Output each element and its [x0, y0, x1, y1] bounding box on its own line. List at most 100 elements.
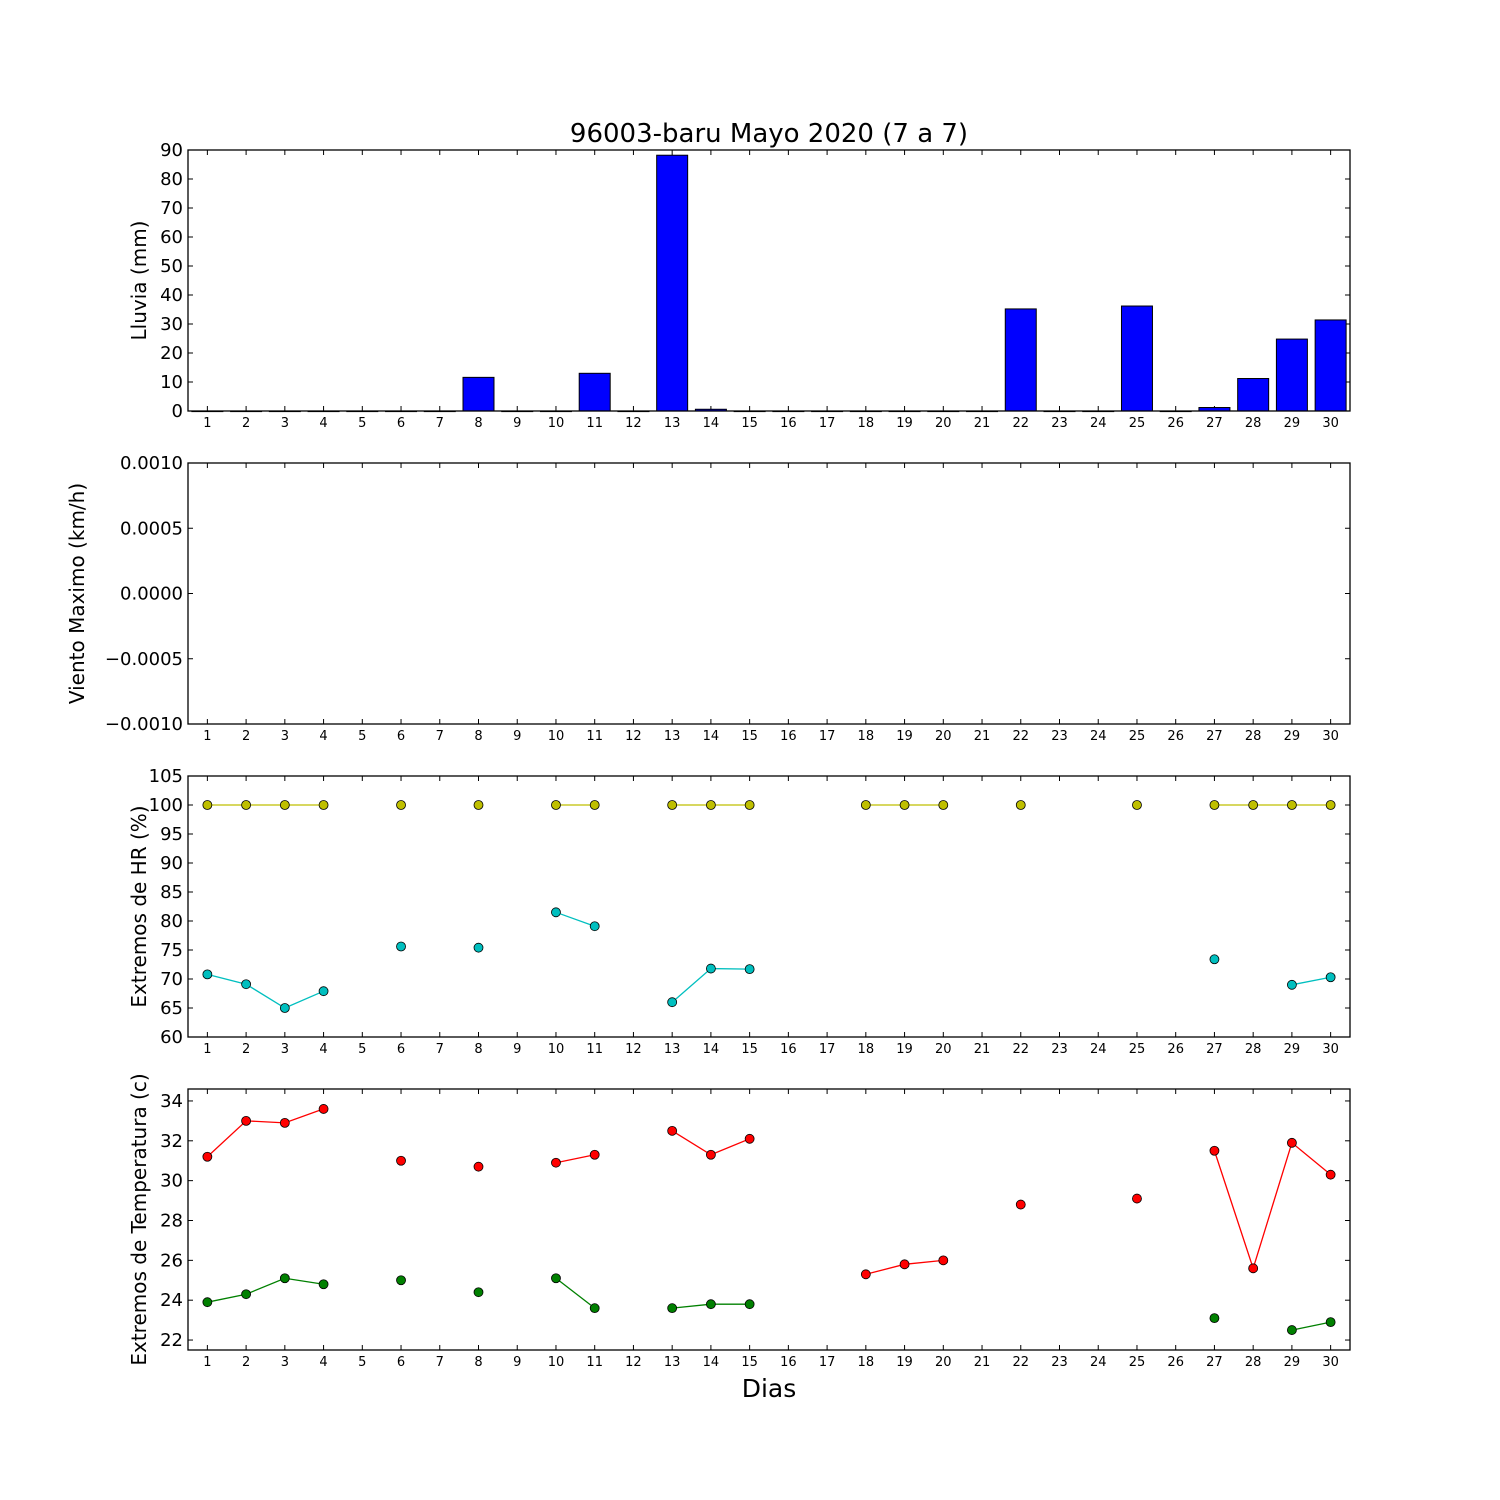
x-tick-label: 20 — [935, 1042, 952, 1057]
y-tick-label: 85 — [160, 882, 183, 903]
series-1-point-day-25 — [1132, 800, 1142, 810]
series-1-point-day-11 — [589, 1149, 600, 1160]
x-tick-label: 11 — [586, 1042, 603, 1057]
series-1-point-day-19 — [899, 800, 910, 810]
series-line-1 — [1213, 1141, 1332, 1271]
series-2-point-day-11 — [589, 921, 600, 932]
x-tick-label: 28 — [1245, 416, 1262, 431]
x-tick-label: 25 — [1129, 1042, 1146, 1057]
panel-2: Viento Maximo (km/h) −0.0010 −0.0005 0.0000… — [65, 453, 1351, 744]
series-2-point-day-13 — [667, 1303, 678, 1314]
series-2-point-day-30 — [1325, 1317, 1336, 1328]
series-line-1 — [555, 1154, 595, 1164]
x-tick-label: 13 — [664, 416, 681, 431]
plot-frame — [187, 462, 1351, 725]
y-tick-label: 60 — [160, 227, 183, 248]
series-1-point-day-15 — [744, 800, 755, 810]
x-tick-label: 5 — [358, 1355, 366, 1370]
x-tick-label: 26 — [1167, 1042, 1184, 1057]
x-tick-label: 8 — [474, 416, 482, 431]
y-tick-label: 100 — [149, 795, 183, 816]
x-tick-label: 19 — [896, 1355, 913, 1370]
x-tick-label: 1 — [203, 1042, 211, 1057]
x-tick-label: 24 — [1090, 729, 1107, 744]
series-line-2 — [1291, 1321, 1331, 1331]
x-tick-label: 20 — [935, 729, 952, 744]
series-1-point-day-27 — [1209, 1145, 1220, 1156]
series-line-2 — [671, 967, 750, 1003]
x-tick-label: 6 — [397, 416, 405, 431]
series-1-point-day-6 — [396, 800, 406, 810]
x-tick-label: 23 — [1051, 729, 1068, 744]
x-tick-label: 22 — [1012, 416, 1029, 431]
series-1-point-day-18 — [860, 800, 871, 810]
x-tick-label: 24 — [1090, 416, 1107, 431]
x-tick-label: 11 — [586, 729, 603, 744]
series-1-point-day-30 — [1325, 800, 1336, 810]
x-tick-label: 21 — [974, 1042, 991, 1057]
y-tick-label: 22 — [160, 1330, 183, 1351]
x-tick-label: 17 — [819, 729, 836, 744]
x-tick-label: 7 — [436, 1042, 444, 1057]
x-tick-label: 9 — [513, 1355, 521, 1370]
x-tick-label: 17 — [819, 416, 836, 431]
x-tick-label: 16 — [780, 1042, 797, 1057]
series-1-point-day-28 — [1248, 800, 1259, 810]
x-tick-label: 19 — [896, 1042, 913, 1057]
series-1-point-day-22 — [1015, 800, 1026, 810]
series-line-2 — [555, 1277, 596, 1309]
y-tick-label: 50 — [160, 256, 183, 277]
x-tick-label: 12 — [625, 729, 642, 744]
x-axis-label: Dias — [742, 1374, 797, 1403]
series-1-point-day-20 — [938, 800, 949, 810]
series-1-point-day-19 — [899, 1259, 910, 1270]
series-1-point-day-8 — [473, 800, 484, 810]
x-tick-label: 10 — [548, 1042, 565, 1057]
x-tick-label: 4 — [319, 416, 327, 431]
x-tick-label: 17 — [819, 1042, 836, 1057]
series-1-point-day-30 — [1325, 1169, 1336, 1180]
x-tick-label: 30 — [1322, 1042, 1339, 1057]
series-1-point-day-4 — [318, 800, 329, 810]
x-tick-label: 27 — [1206, 1042, 1223, 1057]
x-tick-label: 2 — [242, 416, 250, 431]
bar-day-8 — [462, 376, 495, 412]
x-tick-label: 15 — [741, 1042, 758, 1057]
x-tick-label: 11 — [586, 416, 603, 431]
series-1-point-day-1 — [202, 800, 213, 810]
x-tick-label: 20 — [935, 1355, 952, 1370]
series-2-point-day-27 — [1209, 954, 1220, 965]
x-tick-label: 24 — [1090, 1042, 1107, 1057]
x-tick-label: 9 — [513, 1042, 521, 1057]
x-tick-label: 2 — [242, 1042, 250, 1057]
x-tick-label: 22 — [1012, 1355, 1029, 1370]
y-tick-label: 24 — [160, 1290, 183, 1311]
series-1-point-day-2 — [241, 800, 252, 810]
y-tick-label: 34 — [160, 1091, 183, 1112]
y-axis-label: Viento Maximo (km/h) — [65, 483, 89, 704]
y-tick-label: 10 — [160, 372, 183, 393]
series-2-point-day-29 — [1287, 1325, 1297, 1335]
x-tick-label: 12 — [625, 1042, 642, 1057]
x-tick-label: 30 — [1322, 729, 1339, 744]
bar-day-13 — [656, 154, 689, 412]
x-tick-label: 26 — [1167, 416, 1184, 431]
x-tick-label: 18 — [858, 729, 875, 744]
series-2-point-day-2 — [241, 1289, 252, 1300]
series-line-2 — [555, 911, 595, 927]
y-tick-label: 75 — [160, 940, 183, 961]
series-1-point-day-11 — [589, 800, 600, 810]
series-line-2 — [1291, 976, 1331, 986]
x-tick-label: 5 — [358, 729, 366, 744]
x-tick-label: 4 — [319, 1355, 327, 1370]
y-tick-label: 0.0000 — [120, 584, 183, 605]
x-tick-label: 15 — [741, 1355, 758, 1370]
series-1-point-day-10 — [551, 800, 561, 810]
x-tick-label: 21 — [974, 729, 991, 744]
y-tick-label: 28 — [160, 1210, 183, 1231]
x-tick-label: 5 — [358, 416, 366, 431]
y-tick-label: 26 — [160, 1250, 183, 1271]
plot-frame — [187, 149, 1351, 412]
series-line-2 — [207, 973, 324, 1009]
